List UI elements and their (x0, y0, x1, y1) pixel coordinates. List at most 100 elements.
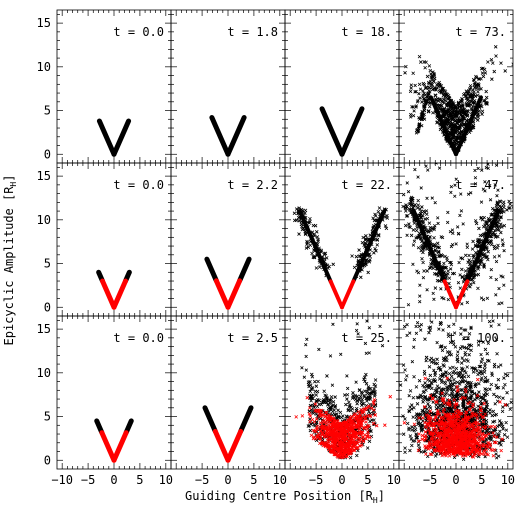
particle-point (448, 379, 453, 383)
particle-point (486, 341, 491, 345)
particle-point (484, 89, 488, 94)
particle-point (447, 103, 451, 108)
particle-point (314, 417, 319, 421)
particle-point (467, 352, 471, 357)
particle-point (434, 387, 439, 391)
particle-point (492, 362, 497, 367)
particle-point (418, 60, 423, 64)
particle-point (336, 428, 341, 432)
particle-point (358, 437, 362, 442)
particle-point (431, 266, 435, 270)
particle-point (324, 433, 329, 437)
particle-point (446, 334, 451, 339)
v-arm-right (111, 278, 129, 310)
v-arm-left (319, 106, 345, 157)
particle-point (367, 404, 371, 408)
particle-point (446, 272, 450, 276)
particle-point (436, 250, 441, 255)
particle-point (328, 401, 333, 405)
particle-point (459, 332, 463, 336)
particle-point (448, 340, 453, 345)
particle-point (342, 436, 347, 441)
particle-point (414, 385, 419, 389)
particle-point (455, 380, 460, 385)
particle-point (460, 123, 464, 128)
particle-point (474, 74, 478, 79)
particle-point (352, 448, 357, 453)
particle-point (473, 182, 478, 186)
particle-point (450, 243, 455, 247)
particle-point (497, 286, 501, 291)
particle-point (498, 441, 502, 445)
particle-point (449, 374, 454, 379)
particle-point (404, 214, 409, 218)
particle-point (365, 399, 369, 403)
particle-point (307, 406, 312, 410)
particle-point (430, 320, 434, 324)
particle-point (453, 381, 457, 385)
particle-point (496, 385, 501, 390)
particle-point (453, 345, 458, 349)
particle-point (324, 428, 329, 433)
particle-point (348, 415, 352, 420)
particle-point (343, 445, 348, 449)
panel-ticks (57, 163, 171, 316)
particle-point (495, 194, 499, 198)
particle-point (446, 378, 450, 383)
particle-point (328, 354, 333, 358)
particle-layer (399, 319, 513, 461)
particle-point (459, 192, 463, 196)
particle-point (417, 92, 421, 96)
particle-point (505, 390, 509, 395)
particle-point (511, 62, 513, 67)
particle-point (463, 353, 468, 357)
particle-point (424, 209, 429, 213)
particle-point (454, 177, 458, 181)
particle-point (428, 68, 433, 73)
particle-point (477, 390, 481, 394)
particle-point (442, 112, 447, 116)
panel-7: t = 22. (284, 162, 400, 317)
particle-point (490, 77, 494, 81)
particle-point (447, 384, 451, 389)
particle-point (362, 375, 367, 380)
particle-point (415, 127, 420, 132)
particle-point (458, 132, 463, 137)
particle-point (331, 400, 336, 404)
x-tick-label: 10 (273, 473, 287, 487)
panel-ticks (171, 316, 285, 469)
particle-point (437, 365, 442, 370)
particle-point (375, 243, 380, 247)
particle-point (464, 89, 469, 93)
particle-point (356, 415, 361, 420)
particle-point (423, 65, 427, 70)
particle-point (309, 433, 314, 438)
particle-point (450, 117, 455, 122)
particle-point (417, 324, 422, 328)
particle-point (405, 181, 409, 185)
particle-point (306, 245, 311, 249)
particle-point (331, 416, 336, 420)
v-arm-left (212, 428, 231, 463)
particle-point (448, 409, 453, 414)
particle-point (351, 431, 356, 436)
particle-point (437, 386, 441, 390)
particle-point (411, 243, 416, 247)
particle-point (484, 165, 489, 170)
particle-point (439, 84, 444, 88)
x-tick-label: 5 (136, 473, 143, 487)
particle-point (300, 366, 304, 370)
particle-point (371, 421, 376, 426)
particle-point (457, 374, 461, 378)
particle-point (459, 392, 463, 397)
particle-point (483, 409, 487, 414)
particle-point (414, 236, 418, 240)
particle-point (488, 183, 492, 188)
particle-point (475, 118, 480, 122)
particle-point (411, 395, 416, 400)
particle-point (443, 266, 447, 270)
particle-point (460, 121, 464, 125)
particle-point (473, 219, 478, 223)
particle-point (430, 82, 434, 87)
particle-point (499, 225, 504, 229)
